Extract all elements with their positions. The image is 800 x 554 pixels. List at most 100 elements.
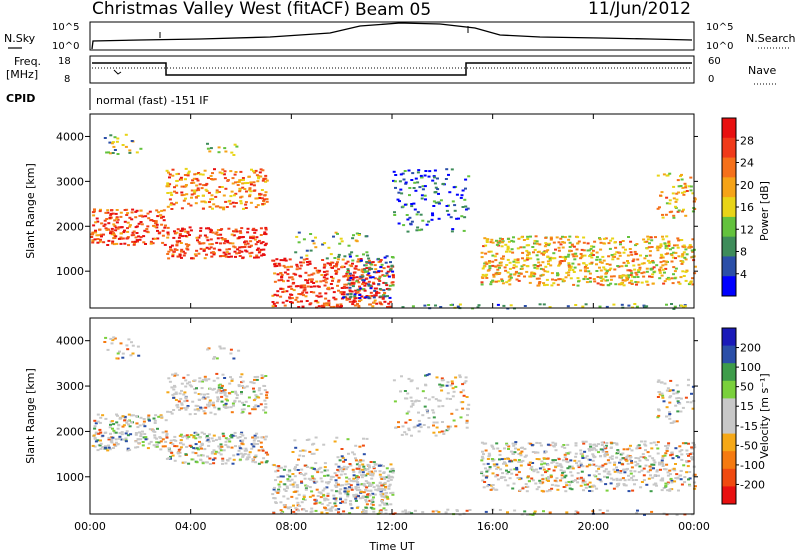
- range-cell: [223, 377, 227, 379]
- range-cell: [285, 299, 289, 302]
- range-cell: [662, 468, 666, 471]
- range-cell: [378, 280, 382, 282]
- range-cell: [257, 177, 261, 180]
- range-cell: [189, 204, 193, 207]
- range-cell: [122, 424, 126, 427]
- range-cell: [211, 388, 215, 391]
- range-cell: [451, 382, 454, 385]
- range-cell: [312, 291, 316, 294]
- range-cell: [427, 175, 431, 178]
- range-cell: [586, 249, 590, 252]
- range-cell: [561, 235, 564, 238]
- range-cell: [227, 392, 231, 395]
- range-cell: [240, 227, 244, 230]
- range-cell: [208, 463, 212, 465]
- range-cell: [457, 217, 460, 220]
- range-cell: [548, 511, 552, 514]
- range-cell: [229, 376, 232, 379]
- range-cell: [106, 211, 110, 214]
- range-cell: [213, 406, 217, 409]
- range-cell: [640, 272, 644, 275]
- range-cell: [393, 180, 397, 183]
- range-cell: [223, 391, 227, 394]
- range-cell: [664, 482, 668, 485]
- range-cell: [418, 423, 422, 426]
- range-cell: [172, 203, 176, 206]
- range-cell: [643, 241, 647, 243]
- range-cell: [311, 477, 315, 480]
- range-cell: [192, 192, 196, 195]
- range-cell: [611, 237, 615, 240]
- range-cell: [552, 252, 556, 255]
- range-cell: [96, 449, 100, 452]
- range-cell: [169, 450, 173, 453]
- range-cell: [304, 487, 308, 490]
- colorbar-swatch: [722, 363, 736, 382]
- range-cell: [675, 392, 679, 395]
- range-cell: [575, 248, 579, 251]
- range-cell: [649, 474, 652, 477]
- range-cell: [135, 415, 138, 418]
- range-cell: [116, 414, 119, 417]
- range-cell: [507, 240, 511, 243]
- range-cell: [196, 454, 200, 457]
- range-cell: [485, 470, 489, 473]
- range-cell: [326, 262, 330, 265]
- range-cell: [218, 206, 222, 209]
- range-cell: [526, 235, 530, 238]
- range-cell: [377, 485, 381, 488]
- range-cell: [373, 264, 377, 267]
- range-cell: [448, 191, 452, 194]
- range-cell: [238, 246, 242, 249]
- range-cell: [334, 463, 338, 466]
- range-cell: [563, 476, 567, 479]
- range-cell: [221, 238, 225, 241]
- range-cell: [563, 255, 567, 258]
- range-cell: [668, 411, 671, 414]
- range-cell: [583, 269, 587, 272]
- range-cell: [629, 444, 632, 447]
- range-cell: [169, 442, 173, 444]
- range-cell: [322, 304, 326, 307]
- range-cell: [588, 464, 592, 467]
- range-cell: [91, 241, 95, 244]
- range-cell: [465, 407, 469, 410]
- nsearch-label: N.Search: [746, 32, 796, 45]
- range-cell: [180, 185, 184, 188]
- range-cell: [338, 468, 342, 471]
- range-cell: [330, 506, 334, 509]
- colorbar-tick-label: -15: [740, 420, 758, 433]
- freq-frame: [89, 55, 695, 84]
- range-cell: [164, 224, 167, 227]
- range-cell: [364, 469, 368, 472]
- range-cell: [502, 304, 506, 307]
- range-cell: [373, 289, 377, 292]
- range-cell: [369, 287, 373, 290]
- range-cell: [512, 266, 516, 269]
- range-cell: [115, 140, 119, 143]
- range-cell: [250, 244, 253, 247]
- range-cell: [652, 441, 656, 444]
- range-cell: [135, 151, 139, 154]
- range-cell: [219, 347, 223, 350]
- range-cell: [138, 424, 142, 427]
- range-cell: [661, 455, 665, 458]
- range-cell: [420, 228, 424, 231]
- range-cell: [605, 305, 609, 308]
- range-cell: [284, 259, 288, 262]
- range-cell: [222, 194, 226, 197]
- range-cell: [123, 419, 127, 422]
- range-cell: [488, 265, 492, 268]
- range-cell: [432, 175, 436, 178]
- range-cell: [238, 230, 242, 233]
- range-cell: [164, 430, 168, 433]
- range-cell: [105, 229, 109, 231]
- range-cell: [625, 455, 629, 458]
- range-cell: [359, 287, 363, 290]
- range-cell: [304, 510, 308, 513]
- range-cell: [215, 372, 219, 375]
- range-cell: [111, 242, 114, 245]
- range-cell: [201, 462, 205, 465]
- range-cell: [355, 254, 359, 257]
